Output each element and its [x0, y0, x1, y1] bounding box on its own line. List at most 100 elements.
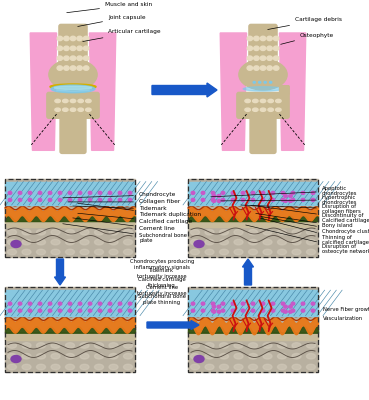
Ellipse shape	[248, 230, 258, 235]
Ellipse shape	[253, 99, 258, 103]
Ellipse shape	[201, 302, 205, 305]
Ellipse shape	[212, 194, 216, 198]
Ellipse shape	[94, 239, 103, 245]
FancyBboxPatch shape	[188, 220, 318, 227]
Ellipse shape	[263, 230, 272, 235]
Ellipse shape	[248, 364, 258, 370]
Ellipse shape	[118, 309, 122, 312]
Ellipse shape	[70, 56, 76, 60]
Ellipse shape	[190, 249, 200, 255]
Ellipse shape	[94, 230, 103, 235]
Ellipse shape	[251, 302, 255, 305]
Ellipse shape	[50, 84, 96, 90]
Ellipse shape	[70, 46, 76, 50]
Ellipse shape	[212, 200, 216, 202]
Ellipse shape	[191, 309, 195, 312]
Ellipse shape	[261, 309, 265, 312]
Text: Nerve Fiber growth: Nerve Fiber growth	[323, 308, 369, 312]
Ellipse shape	[248, 343, 258, 348]
Ellipse shape	[220, 239, 228, 245]
Ellipse shape	[77, 66, 82, 70]
Ellipse shape	[7, 230, 17, 235]
Ellipse shape	[80, 354, 89, 359]
Ellipse shape	[234, 249, 243, 255]
Ellipse shape	[22, 354, 31, 359]
Ellipse shape	[205, 343, 214, 348]
Ellipse shape	[194, 240, 204, 248]
Ellipse shape	[211, 309, 215, 312]
Ellipse shape	[231, 309, 235, 312]
Ellipse shape	[118, 198, 122, 202]
Ellipse shape	[7, 249, 17, 255]
Ellipse shape	[63, 108, 68, 111]
Ellipse shape	[277, 249, 286, 255]
Ellipse shape	[301, 309, 305, 312]
Ellipse shape	[118, 192, 122, 194]
Ellipse shape	[270, 82, 272, 83]
Ellipse shape	[88, 198, 92, 202]
Ellipse shape	[211, 192, 215, 194]
Ellipse shape	[51, 239, 60, 245]
Ellipse shape	[11, 356, 21, 362]
Ellipse shape	[108, 192, 112, 194]
Ellipse shape	[245, 108, 251, 111]
FancyBboxPatch shape	[5, 287, 135, 372]
Text: Calcified cartilage: Calcified cartilage	[78, 213, 192, 224]
Ellipse shape	[28, 309, 32, 312]
Ellipse shape	[78, 108, 83, 111]
Ellipse shape	[201, 198, 205, 202]
Ellipse shape	[307, 343, 315, 348]
Ellipse shape	[291, 198, 295, 202]
Ellipse shape	[37, 239, 45, 245]
FancyBboxPatch shape	[188, 287, 318, 372]
Ellipse shape	[70, 99, 76, 103]
FancyBboxPatch shape	[188, 290, 318, 316]
Ellipse shape	[292, 354, 301, 359]
Ellipse shape	[38, 309, 42, 312]
FancyArrow shape	[152, 83, 217, 97]
Ellipse shape	[109, 354, 118, 359]
Ellipse shape	[276, 108, 281, 111]
Ellipse shape	[124, 239, 132, 245]
Ellipse shape	[289, 305, 292, 308]
Ellipse shape	[68, 309, 72, 312]
Ellipse shape	[66, 239, 75, 245]
Ellipse shape	[37, 354, 45, 359]
FancyBboxPatch shape	[60, 111, 86, 154]
FancyBboxPatch shape	[237, 92, 289, 118]
Ellipse shape	[284, 305, 287, 308]
Ellipse shape	[190, 364, 200, 370]
Text: Thinning of
calcified cartilage: Thinning of calcified cartilage	[261, 218, 369, 245]
Text: Tidemark duplication: Tidemark duplication	[78, 203, 201, 218]
Ellipse shape	[88, 302, 92, 305]
Ellipse shape	[124, 230, 132, 235]
Ellipse shape	[51, 364, 60, 370]
Ellipse shape	[247, 66, 253, 70]
FancyBboxPatch shape	[59, 24, 87, 77]
Ellipse shape	[267, 46, 272, 50]
Ellipse shape	[267, 66, 272, 70]
Polygon shape	[89, 33, 116, 150]
Ellipse shape	[190, 239, 200, 245]
Ellipse shape	[51, 249, 60, 255]
Ellipse shape	[268, 108, 273, 111]
Polygon shape	[279, 33, 306, 150]
FancyBboxPatch shape	[5, 220, 135, 227]
Ellipse shape	[271, 198, 275, 202]
Ellipse shape	[68, 198, 72, 202]
Ellipse shape	[194, 356, 204, 362]
Ellipse shape	[217, 200, 221, 202]
Ellipse shape	[51, 85, 95, 93]
Ellipse shape	[281, 192, 285, 194]
Ellipse shape	[66, 249, 75, 255]
Ellipse shape	[124, 249, 132, 255]
Ellipse shape	[83, 36, 89, 41]
Ellipse shape	[281, 302, 285, 305]
Ellipse shape	[128, 192, 132, 194]
Text: Calcified cartilage
thickening: Calcified cartilage thickening	[138, 277, 186, 288]
Ellipse shape	[247, 46, 253, 50]
Ellipse shape	[254, 66, 259, 70]
Ellipse shape	[248, 354, 258, 359]
Text: Disruption of
osteocyte network: Disruption of osteocyte network	[246, 225, 369, 254]
FancyBboxPatch shape	[188, 182, 318, 205]
